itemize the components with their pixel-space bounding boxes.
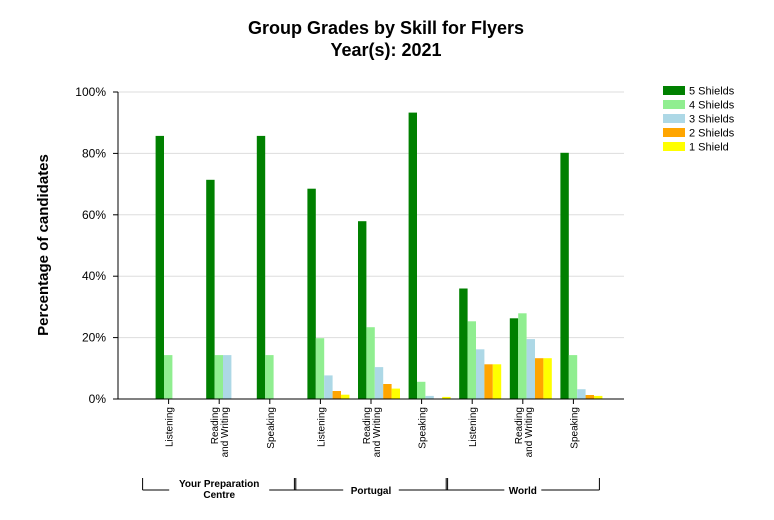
bar [560, 152, 569, 399]
chart-subtitle: Year(s): 2021 [330, 40, 441, 60]
group-label: Centre [203, 490, 235, 501]
bar [526, 339, 535, 399]
legend-swatch [663, 142, 685, 151]
bar [467, 321, 476, 399]
group-label-bg [169, 478, 270, 500]
chart-title: Group Grades by Skill for Flyers [248, 18, 524, 38]
bar [366, 327, 375, 399]
category-label: Speaking [266, 407, 277, 449]
group-label: Your Preparation [179, 479, 259, 490]
bar [492, 364, 502, 399]
bar [425, 395, 434, 399]
bar [568, 355, 578, 399]
y-axis-label: Percentage of candidates [35, 154, 52, 336]
bars [155, 112, 603, 399]
legend-swatch [663, 86, 685, 95]
legend-swatch [663, 114, 685, 123]
bar [408, 112, 417, 399]
y-tick-label: 0% [89, 392, 107, 406]
bar [307, 188, 316, 399]
y-tick-label: 60% [82, 208, 106, 222]
bar [214, 355, 223, 399]
legend-label: 2 Shields [689, 128, 735, 140]
category-label: and Writing [524, 407, 535, 457]
group-label: Portugal [351, 486, 392, 497]
legend-label: 1 Shield [689, 142, 729, 154]
bar [391, 388, 400, 399]
y-tick-label: 80% [82, 146, 106, 160]
category-label: and Writing [372, 407, 383, 457]
bar [442, 396, 451, 399]
bar [332, 391, 341, 399]
bar [341, 394, 350, 399]
legend-label: 5 Shields [689, 86, 735, 98]
category-label: Reading [210, 407, 221, 444]
y-tick-label: 40% [82, 269, 106, 283]
legend: 5 Shields 4 Shields 3 Shields 2 Shields 1 Sh… [663, 86, 735, 154]
bar [256, 135, 266, 399]
category-label: Listening [165, 407, 176, 447]
bar [484, 364, 493, 399]
category-label: Listening [468, 407, 479, 447]
legend-label: 3 Shields [689, 114, 735, 126]
bar [358, 221, 367, 399]
category-label: Reading [514, 407, 525, 444]
bar [164, 355, 173, 399]
legend-swatch [663, 100, 685, 109]
y-tick-label: 100% [75, 85, 106, 99]
bar [476, 349, 485, 399]
group-label: World [509, 486, 537, 497]
bar [374, 367, 384, 399]
bar [206, 179, 215, 399]
bar [155, 135, 164, 399]
bar [594, 395, 603, 399]
category-label: Reading [362, 407, 373, 444]
bar [324, 375, 333, 399]
bar [223, 355, 232, 399]
legend-label: 4 Shields [689, 100, 735, 112]
bar [509, 318, 519, 399]
category-label: Listening [316, 407, 327, 447]
y-tick-label: 20% [82, 331, 106, 345]
gridlines [118, 91, 624, 339]
bar [417, 381, 426, 399]
bar [535, 358, 544, 399]
bar [265, 355, 274, 399]
bar [315, 338, 325, 399]
bar [577, 389, 586, 399]
category-labels: Listening Reading and Writing Speaking Liste… [165, 407, 581, 457]
category-label: Speaking [418, 407, 429, 449]
category-label: and Writing [220, 407, 231, 457]
category-label: Speaking [569, 407, 580, 449]
bar [459, 288, 468, 399]
bar [518, 313, 527, 399]
legend-swatch [663, 128, 685, 137]
bar [383, 384, 392, 399]
bar [585, 395, 594, 399]
bar [543, 358, 552, 399]
axes: 0% 20% 40% 60% 80% 100% [75, 85, 624, 406]
